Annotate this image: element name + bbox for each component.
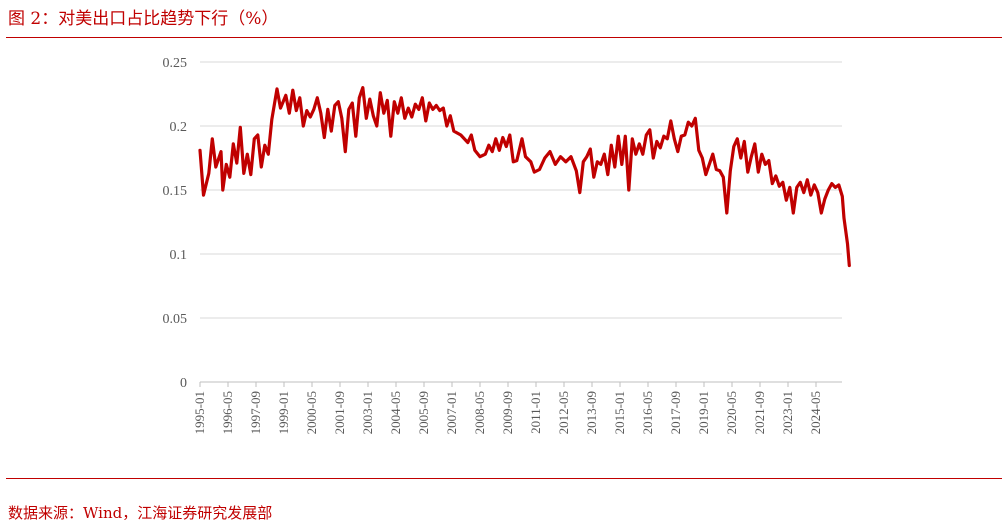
x-tick-label: 2000-05 <box>304 391 319 434</box>
x-tick-label: 2023-01 <box>780 391 795 434</box>
x-tick-label: 2013-09 <box>584 391 599 434</box>
y-tick-label: 0.2 <box>170 120 188 135</box>
y-tick-label: 0 <box>180 376 187 391</box>
y-tick-label: 0.25 <box>163 56 188 71</box>
x-tick-label: 1995-01 <box>192 391 207 434</box>
bottom-divider <box>6 478 1002 479</box>
x-tick-label: 2020-05 <box>724 391 739 434</box>
x-tick-label: 1996-05 <box>220 391 235 434</box>
x-tick-label: 2016-05 <box>640 391 655 434</box>
top-divider <box>6 37 1002 38</box>
x-tick-label: 2012-05 <box>556 391 571 434</box>
chart-title: 图 2：对美出口占比趋势下行（%） <box>8 9 279 29</box>
x-tick-label: 1997-09 <box>248 391 263 434</box>
x-tick-label: 2011-01 <box>528 391 543 434</box>
data-source-note: 数据来源：Wind，江海证券研究发展部 <box>8 504 273 522</box>
x-tick-label: 2001-09 <box>332 391 347 434</box>
x-tick-label: 2005-09 <box>416 391 431 434</box>
x-tick-label: 2004-05 <box>388 391 403 434</box>
series-line <box>198 85 851 268</box>
x-tick-label: 1999-01 <box>276 391 291 434</box>
y-tick-label: 0.1 <box>170 248 188 263</box>
y-tick-label: 0.15 <box>163 184 188 199</box>
x-tick-label: 2015-01 <box>612 391 627 434</box>
x-tick-label: 2009-09 <box>500 391 515 434</box>
x-tick-label: 2008-05 <box>472 391 487 434</box>
x-tick-label: 2003-01 <box>360 391 375 434</box>
x-tick-label: 2021-09 <box>752 391 767 434</box>
x-tick-label: 2007-01 <box>444 391 459 434</box>
x-tick-label: 2019-01 <box>696 391 711 434</box>
y-tick-label: 0.05 <box>163 312 188 327</box>
x-tick-label: 2024-05 <box>808 391 823 434</box>
x-tick-label: 2017-09 <box>668 391 683 434</box>
